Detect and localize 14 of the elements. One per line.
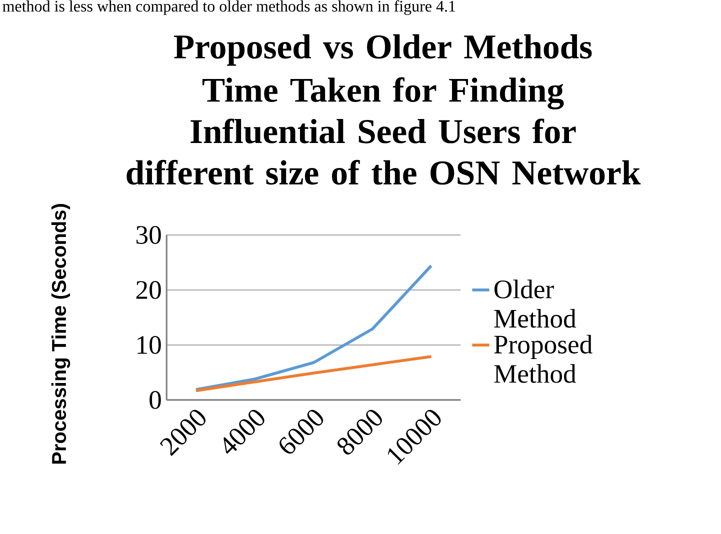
y-tick-label: 30 [136, 226, 161, 244]
x-tick-label: 4000 [224, 410, 264, 454]
x-tick-label: 6000 [280, 410, 324, 454]
y-tick-label: 20 [136, 280, 161, 299]
legend-label: Proposed Method [494, 334, 592, 383]
y-tick-label: 10 [138, 336, 161, 354]
legend-label: Older Method [494, 280, 576, 328]
text: method is less when compared to older methods as shown in figure 4.1 [2, 0, 456, 15]
chart-subtitle: Time Taken for Finding Influential Seed Users for different size of the OSN Network [126, 77, 641, 185]
y-axis-title: Processing Time (Seconds) [51, 204, 70, 464]
y-tick-label: 0 [150, 390, 161, 409]
line-series [194, 264, 433, 392]
chart-title: Proposed vs Older Methods [174, 34, 592, 66]
x-tick-label: 8000 [338, 410, 382, 454]
